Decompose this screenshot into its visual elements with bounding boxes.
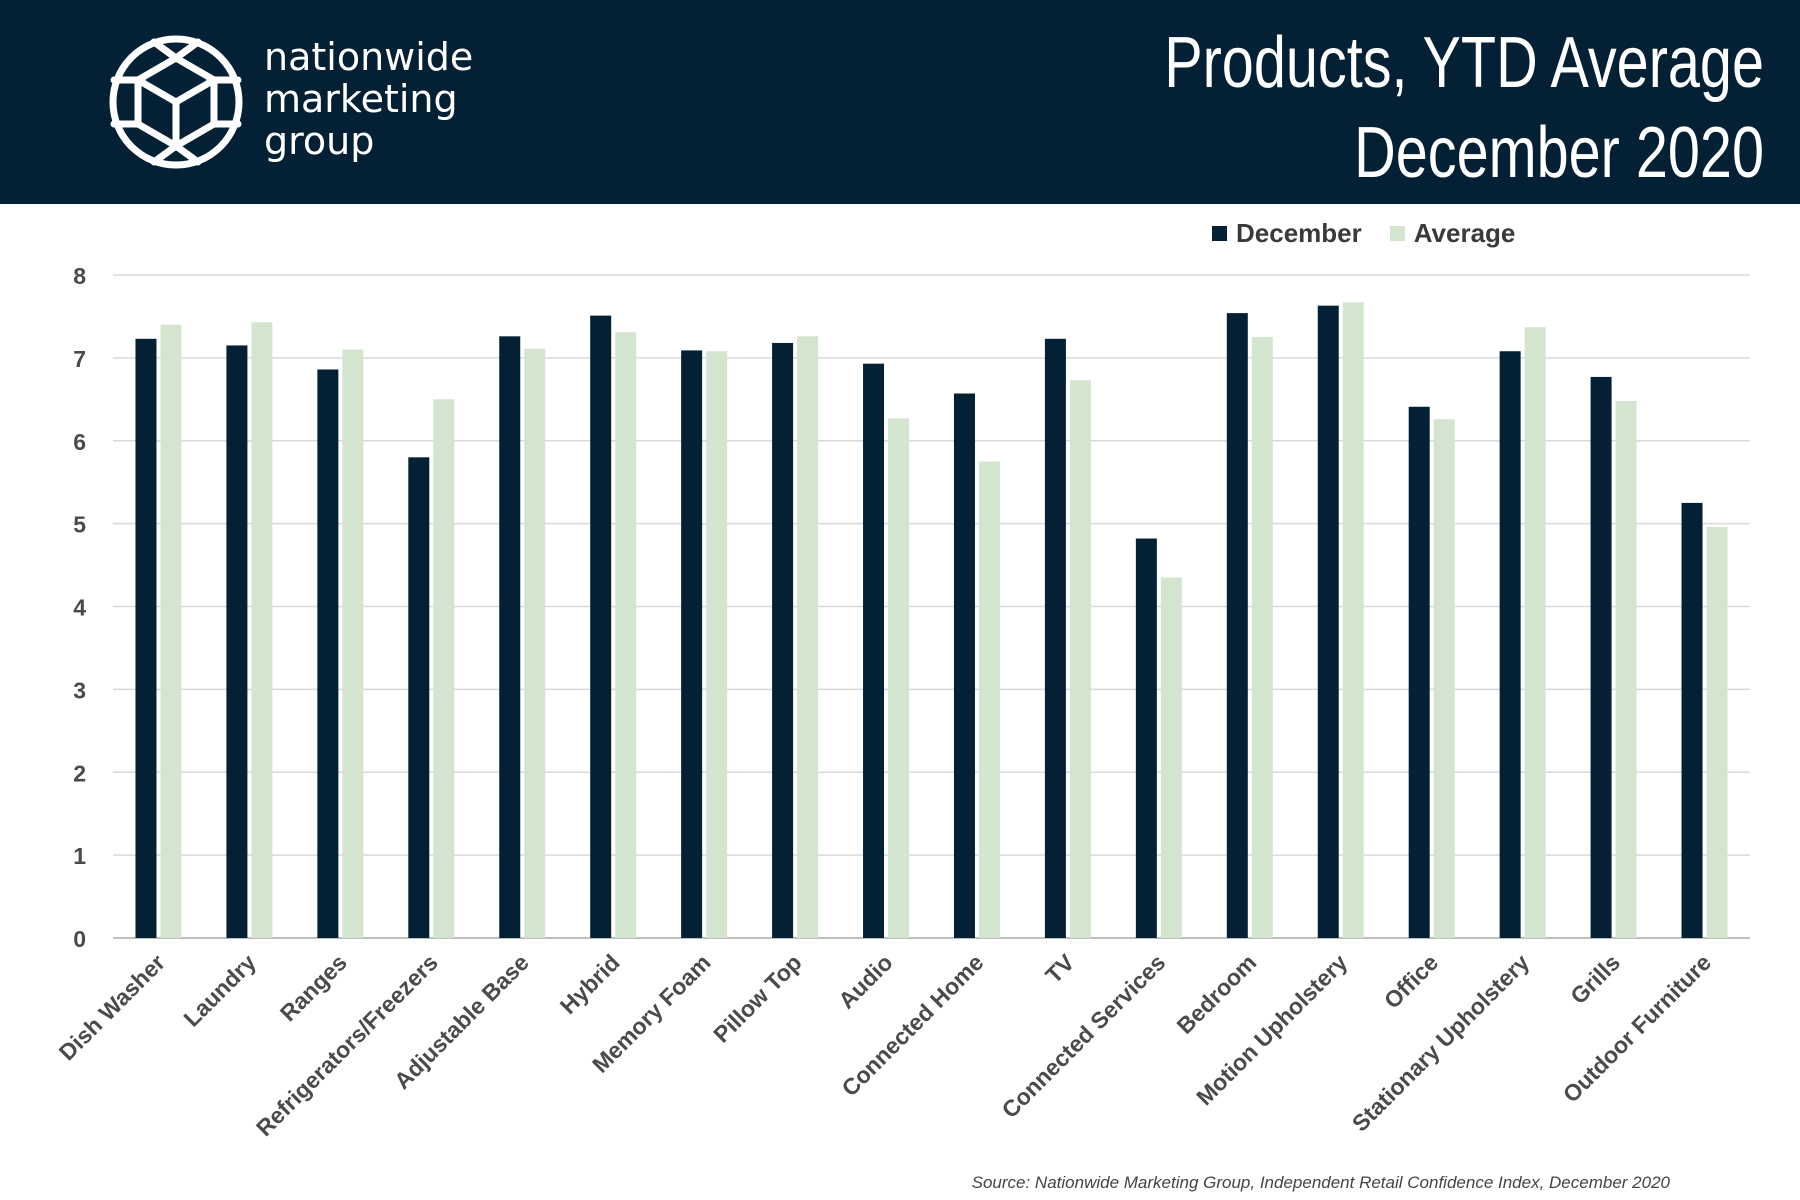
y-tick-label: 7: [73, 346, 86, 372]
bar-average: [433, 399, 455, 938]
legend-label-december: December: [1236, 217, 1362, 248]
bar-december: [1135, 538, 1157, 938]
bar-december: [408, 457, 430, 938]
bar-average: [1706, 526, 1728, 938]
x-tick-label: Dish Washer: [54, 949, 170, 1065]
chart-legend: December Average: [1212, 218, 1543, 248]
header-banner: nationwide marketing group Products, YTD…: [0, 0, 1800, 204]
x-tick-label: Outdoor Furniture: [1558, 949, 1716, 1107]
bar-december: [590, 315, 612, 938]
x-tick-label: TV: [1040, 949, 1080, 989]
bar-december: [1590, 376, 1612, 938]
bar-december: [1499, 351, 1521, 938]
bar-december: [1226, 313, 1248, 938]
bar-average: [978, 461, 1000, 938]
bar-average: [1160, 577, 1182, 938]
y-tick-label: 4: [73, 595, 86, 621]
legend-item-december: December: [1212, 218, 1362, 249]
bar-average: [342, 349, 364, 938]
bar-december: [1408, 406, 1430, 938]
x-tick-label: Stationary Upholstery: [1347, 949, 1535, 1137]
logo-line-1: nationwide: [264, 35, 474, 79]
x-tick-label: Bedroom: [1172, 949, 1262, 1039]
bar-average: [888, 418, 910, 938]
bar-average: [1251, 337, 1273, 938]
bar-december: [681, 350, 703, 938]
x-tick-label: Ranges: [275, 949, 352, 1026]
bar-average: [706, 351, 728, 938]
bar-average: [1433, 419, 1455, 938]
legend-swatch-december: [1212, 225, 1227, 241]
y-tick-label: 5: [73, 512, 86, 538]
chart-title-line-1: Products, YTD Average: [1164, 23, 1764, 103]
x-tick-label: Motion Upholstery: [1191, 949, 1352, 1110]
x-tick-label: Office: [1379, 949, 1443, 1013]
x-tick-label: Audio: [833, 949, 897, 1013]
bar-december: [1681, 502, 1703, 938]
bar-average: [1069, 380, 1091, 939]
x-tick-label: Connected Services: [997, 949, 1171, 1123]
y-tick-label: 8: [73, 263, 86, 289]
bar-december: [226, 345, 248, 939]
y-tick-label: 1: [73, 843, 86, 869]
x-tick-label: Grills: [1565, 949, 1625, 1009]
bar-december: [772, 342, 794, 938]
chart-title-line-2: December 2020: [1354, 113, 1764, 193]
bar-december: [1317, 305, 1339, 938]
logo-line-2: marketing: [264, 77, 458, 121]
bar-average: [1524, 327, 1546, 938]
logo-line-3: group: [264, 119, 375, 163]
bar-december: [953, 393, 975, 939]
x-tick-label: Laundry: [178, 949, 261, 1032]
x-tick-label: Refrigerators/Freezers: [251, 949, 443, 1141]
y-tick-label: 0: [73, 926, 86, 952]
y-tick-label: 2: [73, 760, 86, 786]
source-note: Source: Nationwide Marketing Group, Inde…: [971, 1173, 1670, 1192]
legend-swatch-average: [1389, 225, 1405, 241]
bar-average: [1342, 302, 1364, 938]
bar-average: [1615, 400, 1637, 939]
bar-average: [797, 336, 819, 938]
bar-december: [499, 336, 521, 938]
y-tick-label: 6: [73, 429, 86, 455]
legend-item-average: Average: [1389, 217, 1516, 249]
y-tick-label: 3: [73, 677, 86, 703]
bar-december: [317, 369, 339, 938]
bar-december: [135, 338, 157, 939]
chart-title: Products, YTD Average December 2020: [1044, 18, 1764, 198]
logo-wordmark: nationwide marketing group: [264, 36, 473, 162]
bar-average: [524, 348, 546, 938]
legend-label-average: Average: [1413, 217, 1516, 248]
bar-december: [863, 363, 885, 938]
nationwide-logo-icon: [109, 35, 243, 169]
bar-average: [251, 322, 273, 938]
bar-december: [1044, 338, 1066, 939]
bar-average: [615, 332, 637, 939]
bar-average: [160, 324, 182, 939]
x-tick-label: Hybrid: [555, 949, 625, 1019]
x-tick-label: Pillow Top: [708, 949, 806, 1047]
